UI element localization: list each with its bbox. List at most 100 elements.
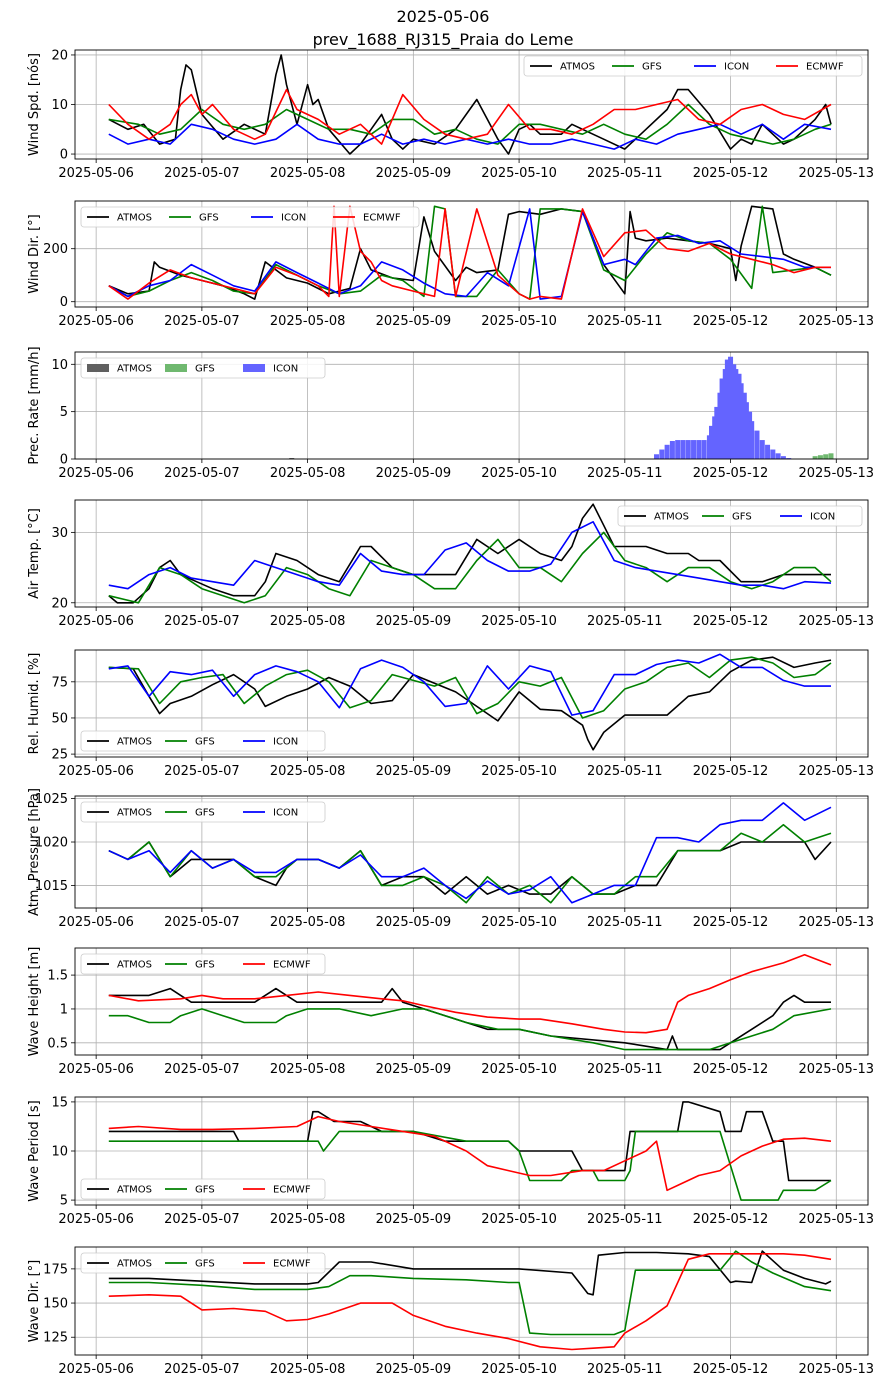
legend-swatch-gfs <box>165 364 187 372</box>
bar-icon <box>738 383 744 459</box>
x-tick-label: 2025-05-13 <box>798 764 874 779</box>
x-tick-label: 2025-05-08 <box>270 166 346 181</box>
y-axis-label: Rel. Humid. [%] <box>27 653 42 755</box>
x-tick-label: 2025-05-12 <box>693 466 769 481</box>
x-tick-label: 2025-05-11 <box>587 764 663 779</box>
y-tick-label: 50 <box>51 711 68 726</box>
series-line-gfs <box>108 1008 832 1051</box>
legend-label-gfs: GFS <box>199 213 219 224</box>
axes-frame <box>74 49 869 160</box>
bar-icon <box>685 440 691 459</box>
legend-box <box>523 55 863 77</box>
y-tick-label: 1.5 <box>47 969 68 984</box>
legend: ATMOS GFS ICON <box>80 357 326 379</box>
plot-area <box>289 356 834 459</box>
axes-frame <box>74 947 869 1056</box>
bar-icon <box>724 359 730 459</box>
y-tick-label: 20 <box>51 48 68 63</box>
axes-frame <box>74 795 869 909</box>
x-tick-label: 2025-05-08 <box>270 1212 346 1227</box>
legend: ATMOS GFS ICON ECMWF <box>80 206 420 228</box>
x-tick-label: 2025-05-08 <box>270 614 346 629</box>
series-line-ecmwf <box>108 953 832 1034</box>
x-tick-label: 2025-05-06 <box>58 314 134 329</box>
legend: ATMOS GFS ECMWF <box>80 1178 326 1200</box>
axes-frame <box>74 351 869 460</box>
legend-label-atmos: ATMOS <box>117 960 152 971</box>
x-tick-label: 2025-05-12 <box>693 1212 769 1227</box>
y-tick-label: 0 <box>60 295 68 310</box>
y-tick-label: 1020 <box>35 836 68 851</box>
plot-area <box>108 802 832 904</box>
x-tick-label: 2025-05-07 <box>164 614 240 629</box>
y-axis-label: Wave Period [s] <box>27 1100 42 1201</box>
x-tick-label: 2025-05-07 <box>164 1212 240 1227</box>
legend-box <box>80 357 326 379</box>
x-tick-label: 2025-05-08 <box>270 915 346 930</box>
series-line-icon <box>108 653 831 716</box>
series-line-atmos <box>108 1250 832 1296</box>
legend-label-icon: ICON <box>273 364 298 375</box>
series-line-ecmwf <box>108 205 831 300</box>
legend-label-gfs: GFS <box>195 364 215 375</box>
legend-label-gfs: GFS <box>732 512 752 523</box>
x-tick-label: 2025-05-09 <box>376 314 452 329</box>
legend-label-icon: ICON <box>273 808 298 819</box>
bar-atmos <box>289 458 295 459</box>
series-line-icon <box>108 208 831 300</box>
legend-label-atmos: ATMOS <box>117 1259 152 1270</box>
plot-area <box>108 54 832 155</box>
y-tick-label: 10 <box>51 98 68 113</box>
y-tick-label: 1015 <box>35 879 68 894</box>
plot-area <box>108 953 832 1051</box>
x-tick-label: 2025-05-13 <box>798 314 874 329</box>
legend-label-ecmwf: ECMWF <box>363 213 401 224</box>
x-tick-label: 2025-05-10 <box>481 1362 557 1377</box>
subplot-1: 2025-05-06 2025-05-07 2025-05-08 2025-05-09… <box>27 48 874 181</box>
x-tick-label: 2025-05-13 <box>798 466 874 481</box>
bar-icon <box>701 440 707 459</box>
x-tick-label: 2025-05-10 <box>481 764 557 779</box>
y-tick-label: 0 <box>60 453 68 468</box>
x-tick-label: 2025-05-08 <box>270 764 346 779</box>
axes-frame <box>74 499 869 608</box>
x-tick-label: 2025-05-11 <box>587 166 663 181</box>
legend-label-icon: ICON <box>273 737 298 748</box>
x-tick-label: 2025-05-07 <box>164 466 240 481</box>
y-tick-label: 10 <box>51 1145 68 1160</box>
x-tick-label: 2025-05-10 <box>481 466 557 481</box>
y-tick-label: 1025 <box>35 792 68 807</box>
x-tick-label: 2025-05-06 <box>58 764 134 779</box>
x-tick-label: 2025-05-06 <box>58 166 134 181</box>
bar-icon <box>775 453 781 459</box>
y-tick-label: 175 <box>43 1262 68 1277</box>
bar-icon <box>659 449 665 459</box>
y-tick-label: 5 <box>60 405 68 420</box>
subplot-5: 2025-05-06 2025-05-07 2025-05-08 2025-05-09… <box>27 649 874 779</box>
plot-area <box>108 503 832 604</box>
series-line-ecmwf <box>108 1115 832 1192</box>
bar-icon <box>759 440 765 459</box>
legend-label-atmos: ATMOS <box>117 1185 152 1196</box>
bar-icon <box>709 425 715 459</box>
y-tick-label: 5 <box>60 1194 68 1209</box>
legend-label-ecmwf: ECMWF <box>273 960 311 971</box>
legend-label-atmos: ATMOS <box>117 808 152 819</box>
x-tick-label: 2025-05-10 <box>481 1212 557 1227</box>
subplot-3: 2025-05-06 2025-05-07 2025-05-08 2025-05-09… <box>27 346 874 481</box>
x-tick-label: 2025-05-12 <box>693 614 769 629</box>
x-tick-label: 2025-05-12 <box>693 764 769 779</box>
x-tick-label: 2025-05-07 <box>164 915 240 930</box>
legend-swatch-icon <box>243 364 265 372</box>
y-axis-label: Prec. Rate [mm/h] <box>27 346 42 464</box>
y-tick-label: 0 <box>60 148 68 163</box>
x-tick-label: 2025-05-06 <box>58 1362 134 1377</box>
y-tick-label: 125 <box>43 1331 68 1346</box>
x-tick-label: 2025-05-12 <box>693 1362 769 1377</box>
y-axis-label: Air Temp. [°C] <box>27 508 42 599</box>
chart-title: 2025-05-06 <box>396 7 490 26</box>
axes-frame <box>74 200 869 308</box>
series-line-gfs <box>108 103 832 145</box>
legend-box <box>617 505 863 527</box>
x-tick-label: 2025-05-07 <box>164 166 240 181</box>
